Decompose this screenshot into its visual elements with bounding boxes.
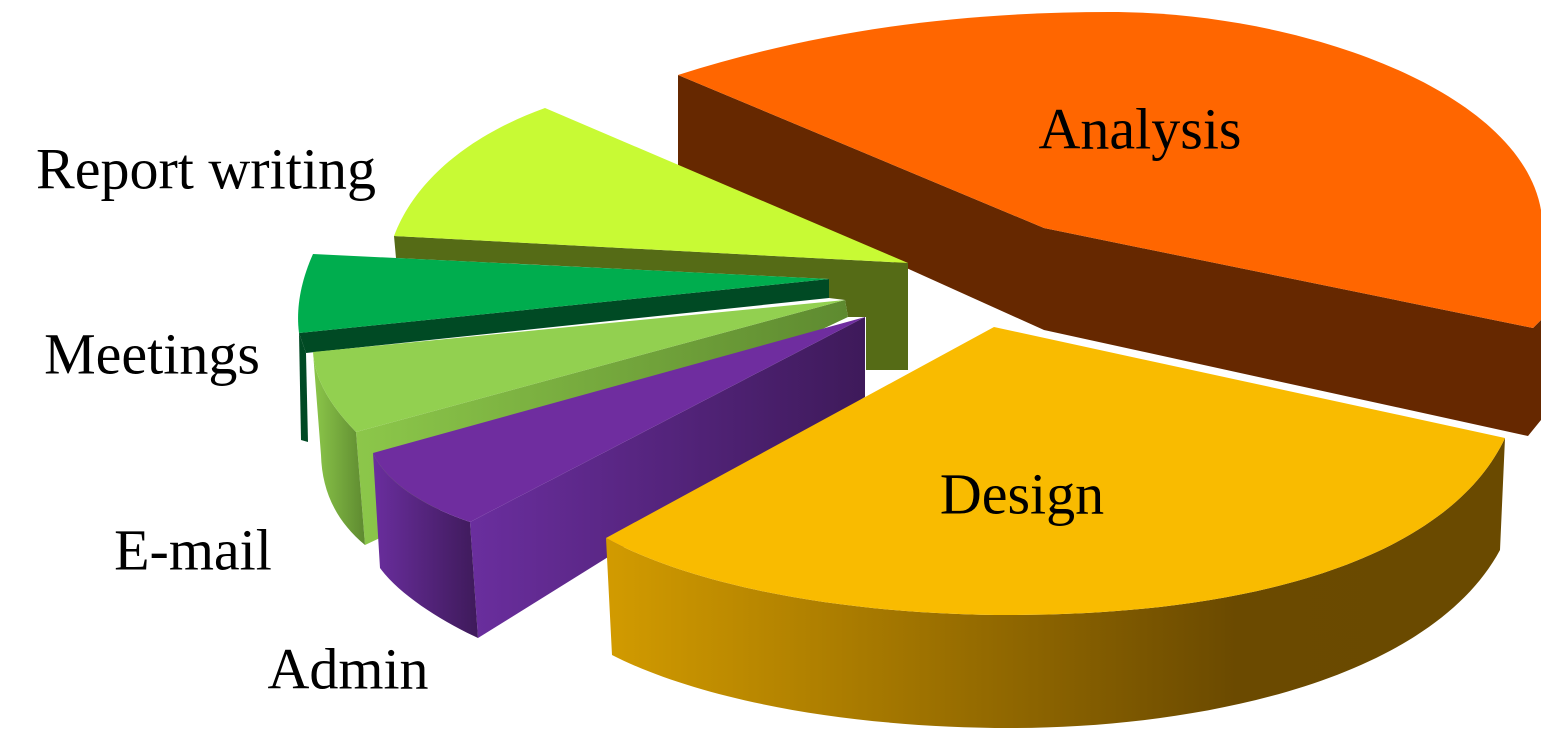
- pie-slice-side-report-writing: [394, 236, 908, 370]
- pie-slice-edge-analysis: [1044, 228, 1541, 436]
- pie-slice-edge-e-mail: [313, 352, 365, 545]
- pie-slice-edge-admin: [373, 453, 478, 638]
- pie-slice-side-design: [606, 438, 1505, 728]
- pie-slice-e-mail: [313, 300, 845, 432]
- pie-slice-side-admin: [470, 317, 865, 638]
- slice-label-e-mail: E-mail: [114, 517, 272, 582]
- pie-slice-side-analysis: [678, 75, 1044, 330]
- pie-slice-report-writing: [394, 108, 908, 263]
- pie-slice-admin: [373, 317, 865, 522]
- slice-label-design: Design: [940, 461, 1104, 526]
- slice-label-analysis: Analysis: [1039, 96, 1242, 161]
- pie-slice-side-meetings: [299, 279, 829, 353]
- pie-slice-meetings: [298, 254, 829, 333]
- slice-label-meetings: Meetings: [44, 321, 260, 386]
- pie-slice-analysis: [678, 12, 1541, 328]
- slice-label-admin: Admin: [267, 636, 428, 701]
- slice-label-report-writing: Report writing: [36, 136, 376, 201]
- pie-slice-design: [606, 327, 1505, 615]
- pie-slice-edge-meetings: [299, 333, 308, 442]
